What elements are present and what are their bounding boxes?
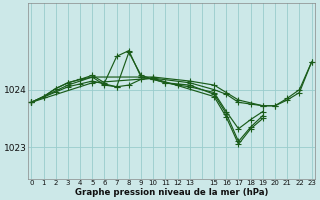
X-axis label: Graphe pression niveau de la mer (hPa): Graphe pression niveau de la mer (hPa) [75,188,268,197]
